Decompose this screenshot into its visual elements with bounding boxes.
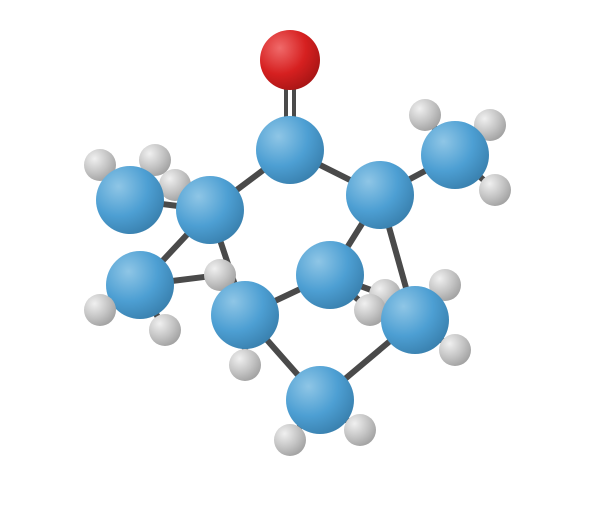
atom-O-O1	[260, 30, 320, 90]
atom-H-H5	[149, 314, 181, 346]
atom-H-H4	[84, 294, 116, 326]
atom-C-C5	[106, 251, 174, 319]
atom-C-C2	[176, 176, 244, 244]
atom-C-C4	[96, 166, 164, 234]
atom-H-H15	[479, 174, 511, 206]
atom-C-C3	[346, 161, 414, 229]
atom-C-C9	[381, 286, 449, 354]
atom-H-H11	[439, 334, 471, 366]
molecule-stage	[0, 0, 600, 518]
atom-C-C7	[296, 241, 364, 309]
atom-H-H9	[344, 414, 376, 446]
atom-H-H7	[229, 349, 261, 381]
atom-H-H8	[274, 424, 306, 456]
atom-C-C10	[421, 121, 489, 189]
atom-C-C8	[286, 366, 354, 434]
atom-C-C1	[256, 116, 324, 184]
atom-C-C6	[211, 281, 279, 349]
